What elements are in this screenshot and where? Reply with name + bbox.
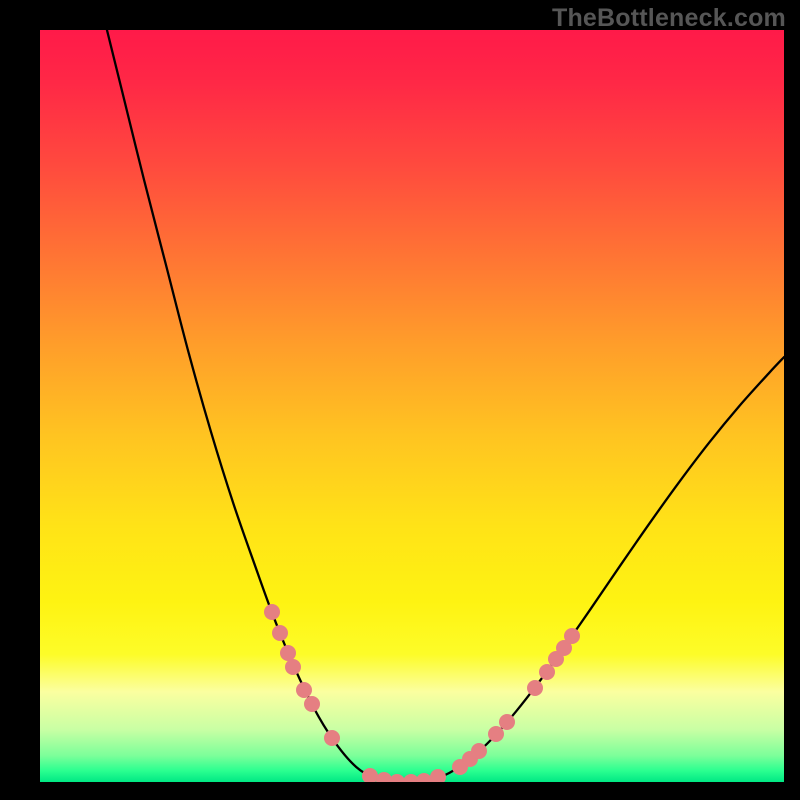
bottleneck-curve-path [107,30,784,782]
curve-marker [471,743,487,759]
curve-marker [564,628,580,644]
bottleneck-curve [40,30,784,782]
watermark-text: TheBottleneck.com [552,4,786,33]
curve-marker [324,730,340,746]
chart-stage: { "watermark": { "text": "TheBottleneck.… [0,0,800,800]
curve-marker [499,714,515,730]
curve-marker [272,625,288,641]
curve-marker [430,769,446,782]
curve-marker [304,696,320,712]
chart-plot-area [40,30,784,782]
curve-marker [285,659,301,675]
curve-marker [264,604,280,620]
curve-marker [527,680,543,696]
